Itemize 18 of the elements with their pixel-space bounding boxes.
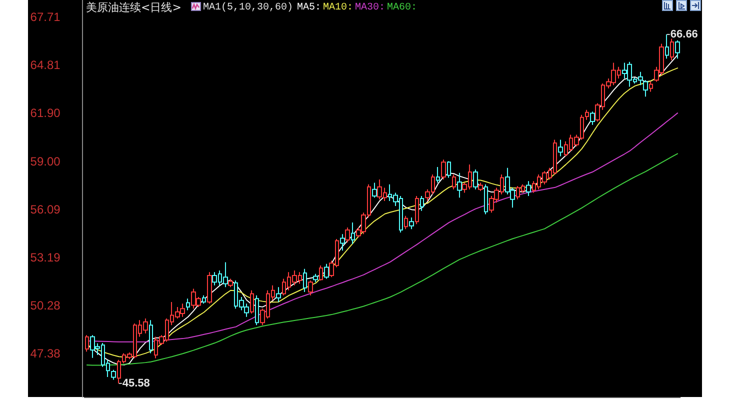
y-tick-label: 53.19: [30, 250, 61, 264]
y-tick-label: 50.28: [30, 298, 61, 313]
y-tick-label: 61.90: [30, 106, 61, 120]
line-series: [86, 112, 678, 342]
y-tick-label: 56.09: [30, 202, 61, 216]
annotation: 66.66: [670, 28, 698, 40]
y-tick-label: 47.38: [30, 346, 61, 361]
chart-subtitle: MA1(5,10,30,60): [203, 2, 294, 14]
y-tick-label: 64.81: [30, 58, 61, 72]
line-series: [86, 153, 678, 366]
y-tick-label: 67.71: [30, 10, 61, 24]
text: MA60:: [387, 2, 418, 14]
text: MA5:: [297, 2, 322, 14]
annotation: 45.58: [122, 377, 150, 390]
text: MA10:: [323, 2, 354, 14]
text: MA30:: [355, 2, 386, 14]
y-tick-label: 59.00: [30, 154, 61, 168]
chart-title: 美原油连续<日线>: [86, 1, 182, 14]
